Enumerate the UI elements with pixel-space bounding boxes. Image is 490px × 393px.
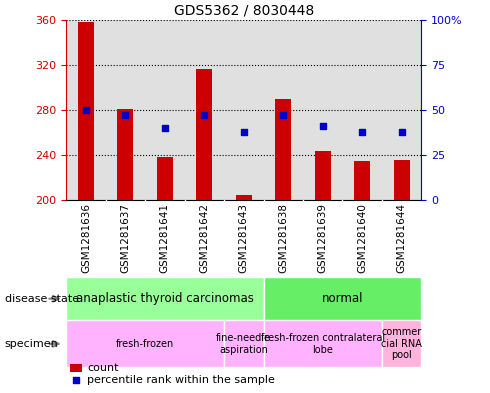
Bar [78,22,94,200]
Bar [354,161,370,200]
Bar [118,109,133,200]
Text: specimen: specimen [5,339,59,349]
Bar [382,320,421,367]
Point [122,112,129,119]
Text: fine-needle
aspiration: fine-needle aspiration [216,333,271,354]
Text: GSM1281637: GSM1281637 [121,203,130,273]
Bar [70,364,82,372]
Bar [394,160,410,200]
Text: GSM1281640: GSM1281640 [357,203,367,273]
Point [279,112,287,119]
Point [398,129,406,135]
Text: fresh-frozen contralateral
lobe: fresh-frozen contralateral lobe [261,333,385,354]
Bar [315,151,331,200]
Bar [66,320,224,367]
Text: percentile rank within the sample: percentile rank within the sample [87,375,275,386]
Text: GSM1281644: GSM1281644 [397,203,407,273]
Bar [264,320,382,367]
Point [240,129,247,135]
Text: fresh-frozen: fresh-frozen [116,339,174,349]
Text: count: count [87,363,119,373]
Bar [264,277,421,320]
Bar [275,99,291,200]
Text: GSM1281636: GSM1281636 [81,203,91,273]
Point [319,123,327,129]
Text: anaplastic thyroid carcinomas: anaplastic thyroid carcinomas [76,292,254,305]
Point [161,125,169,131]
Bar [157,158,172,200]
Text: GSM1281639: GSM1281639 [318,203,328,273]
Title: GDS5362 / 8030448: GDS5362 / 8030448 [173,3,314,17]
Text: GSM1281638: GSM1281638 [278,203,288,273]
Text: GSM1281642: GSM1281642 [199,203,209,273]
Bar [196,69,212,200]
Text: normal: normal [322,292,363,305]
Bar [224,320,264,367]
Bar [236,195,252,200]
Point [200,112,208,119]
Text: GSM1281641: GSM1281641 [160,203,170,273]
Bar [66,277,264,320]
Text: disease state: disease state [5,294,79,304]
Point [358,129,366,135]
Text: GSM1281643: GSM1281643 [239,203,249,273]
Text: commer
cial RNA
pool: commer cial RNA pool [381,327,422,360]
Point [82,107,90,113]
Point [72,377,80,384]
